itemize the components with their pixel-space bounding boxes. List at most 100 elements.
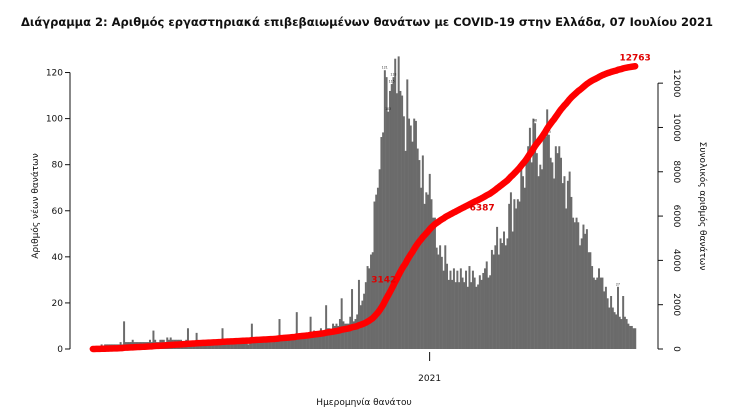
daily-deaths-bar xyxy=(610,296,613,349)
daily-deaths-bar xyxy=(306,335,309,349)
daily-deaths-bar xyxy=(333,325,336,349)
daily-deaths-bar xyxy=(622,296,625,349)
daily-deaths-bar xyxy=(421,155,424,349)
daily-deaths-bar xyxy=(428,173,431,349)
daily-deaths-bar xyxy=(603,291,606,349)
daily-deaths-bar xyxy=(326,328,329,349)
daily-deaths-bar xyxy=(627,323,630,349)
daily-deaths-bar xyxy=(340,298,343,349)
daily-deaths-bar xyxy=(414,120,417,350)
daily-deaths-bar xyxy=(623,316,626,349)
daily-deaths-bar xyxy=(311,332,314,349)
daily-deaths-bar xyxy=(617,286,619,349)
daily-deaths-bar xyxy=(344,323,347,349)
daily-deaths-bar xyxy=(439,245,442,349)
daily-deaths-bar xyxy=(504,245,507,349)
cumulative-deaths-layer: 3142 6387 12763 xyxy=(89,53,651,353)
daily-deaths-bar xyxy=(487,277,490,349)
chart-title: Διάγραμμα 2: Αριθμός εργαστηριακά επιβεβ… xyxy=(21,15,713,29)
daily-deaths-bar xyxy=(218,342,221,349)
daily-deaths-bar xyxy=(357,279,360,349)
daily-deaths-bar xyxy=(364,282,367,349)
daily-deaths-bar xyxy=(528,127,531,349)
daily-deaths-bar xyxy=(231,344,234,349)
bar-value-label: 118 xyxy=(390,73,396,77)
daily-deaths-bar xyxy=(342,321,345,349)
daily-deaths-bar xyxy=(470,282,473,349)
daily-deaths-bar xyxy=(250,323,253,349)
daily-deaths-bar xyxy=(560,157,562,349)
daily-deaths-bar xyxy=(568,171,571,349)
daily-deaths-bar xyxy=(544,137,547,349)
daily-deaths-bar xyxy=(556,153,559,349)
daily-deaths-bar xyxy=(551,162,554,349)
daily-deaths-bar xyxy=(615,314,618,349)
daily-deaths-bar xyxy=(589,252,592,349)
cumulative-annotation: 12763 xyxy=(619,53,650,63)
daily-deaths-bar xyxy=(563,176,566,349)
daily-deaths-bar xyxy=(454,282,457,349)
daily-deaths-bar xyxy=(299,335,302,349)
daily-deaths-bar xyxy=(262,342,265,349)
daily-deaths-bar xyxy=(395,93,398,349)
daily-deaths-bar xyxy=(376,187,379,349)
left-tick-label: 0 xyxy=(57,345,63,355)
daily-deaths-bar xyxy=(634,328,637,349)
x-tick-label: 2021 xyxy=(418,374,441,384)
daily-deaths-bar xyxy=(283,335,286,349)
daily-deaths-bar xyxy=(382,132,385,349)
daily-deaths-bar xyxy=(276,337,279,349)
daily-deaths-bar xyxy=(508,203,511,349)
left-tick-label: 20 xyxy=(52,299,64,309)
daily-deaths-bar xyxy=(268,339,271,349)
daily-deaths-bar xyxy=(249,342,252,349)
daily-deaths-bar xyxy=(385,77,388,349)
daily-deaths-bars xyxy=(92,56,637,350)
daily-deaths-bar xyxy=(573,222,576,349)
daily-deaths-bar xyxy=(273,339,276,349)
right-tick-label: 4000 xyxy=(671,249,681,272)
right-tick-label: 8000 xyxy=(671,160,681,183)
daily-deaths-bar xyxy=(219,342,222,349)
daily-deaths-bar xyxy=(473,277,476,349)
daily-deaths-bar xyxy=(604,286,607,349)
daily-deaths-bar xyxy=(594,279,597,349)
daily-deaths-bar xyxy=(226,342,229,349)
right-tick-label: 0 xyxy=(671,346,681,352)
daily-deaths-bar xyxy=(601,277,604,349)
daily-deaths-bar xyxy=(611,307,614,349)
daily-deaths-bar xyxy=(459,268,462,349)
daily-deaths-bar xyxy=(235,342,238,349)
daily-deaths-bar xyxy=(532,118,535,349)
daily-deaths-bar xyxy=(446,263,449,349)
daily-deaths-bar xyxy=(618,316,621,349)
daily-deaths-bar xyxy=(401,95,404,349)
daily-deaths-bar xyxy=(516,199,519,349)
daily-deaths-bar xyxy=(513,199,516,349)
daily-deaths-bar xyxy=(549,157,552,349)
daily-deaths-bar xyxy=(577,222,580,349)
daily-deaths-bar xyxy=(432,217,435,349)
bar-value-label: 98 xyxy=(533,119,537,123)
daily-deaths-bar xyxy=(442,270,445,349)
left-tick-label: 100 xyxy=(46,115,63,125)
daily-deaths-bar xyxy=(515,208,518,349)
daily-deaths-bar xyxy=(451,279,454,349)
daily-deaths-bar xyxy=(285,337,288,349)
daily-deaths-bar xyxy=(503,231,505,349)
daily-deaths-bar xyxy=(478,275,481,349)
daily-deaths-bar xyxy=(287,339,290,349)
daily-deaths-bar xyxy=(247,344,250,349)
daily-deaths-bar xyxy=(402,116,405,349)
daily-deaths-bar xyxy=(484,268,487,349)
daily-deaths-bar xyxy=(278,319,281,349)
daily-deaths-bar xyxy=(406,79,409,350)
daily-deaths-bar xyxy=(335,323,338,349)
daily-deaths-bar xyxy=(461,277,464,349)
daily-deaths-bar xyxy=(490,249,493,349)
daily-deaths-bar xyxy=(295,312,298,349)
daily-deaths-bar xyxy=(591,266,594,349)
left-tick-label: 60 xyxy=(52,207,64,217)
daily-deaths-bar xyxy=(592,277,595,349)
